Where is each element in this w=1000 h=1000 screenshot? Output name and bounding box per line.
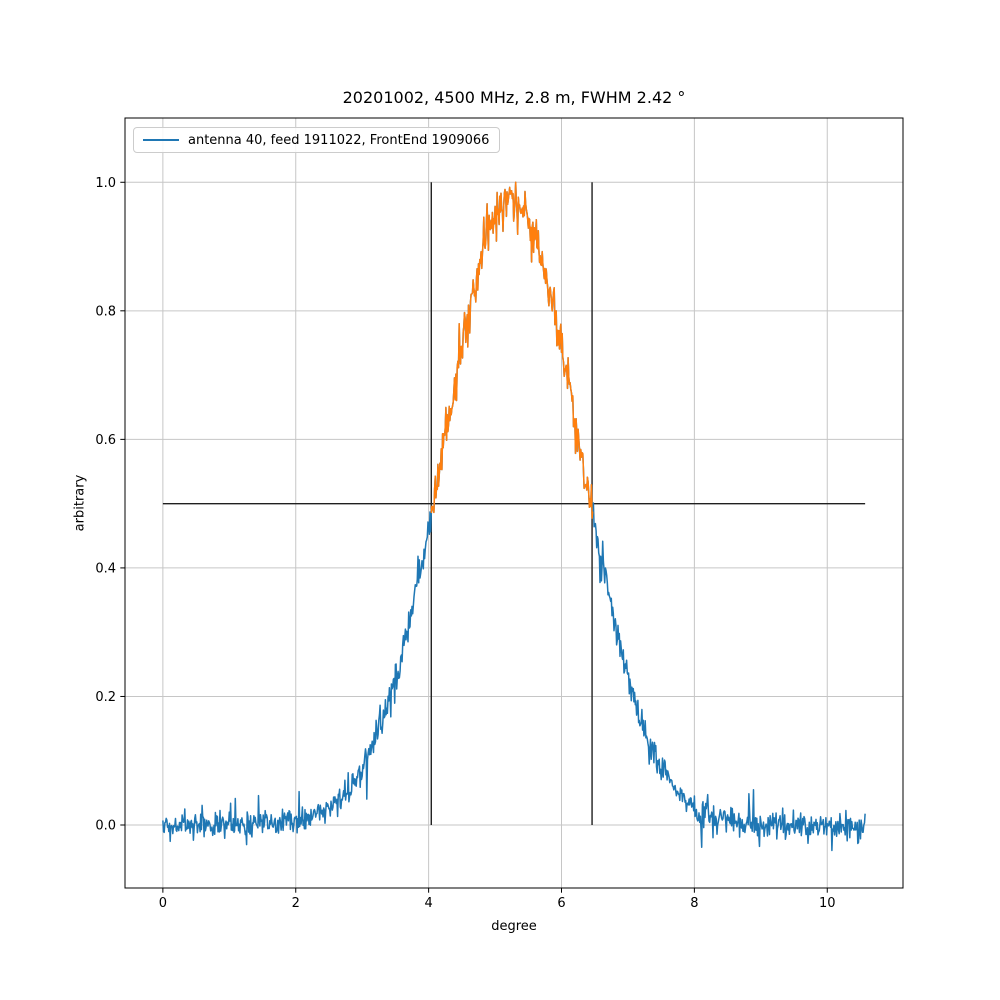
beam-curve-above-half-power bbox=[430, 181, 594, 519]
x-tick-label: 0 bbox=[159, 896, 167, 911]
y-tick-label: 0.6 bbox=[95, 433, 116, 448]
chart-title: 20201002, 4500 MHz, 2.8 m, FWHM 2.42 ° bbox=[342, 88, 686, 107]
x-tick-label: 10 bbox=[819, 896, 836, 911]
legend: antenna 40, feed 1911022, FrontEnd 19090… bbox=[133, 127, 501, 153]
x-tick-label: 6 bbox=[557, 896, 565, 911]
x-tick-label: 2 bbox=[292, 896, 300, 911]
y-axis-label: arbitrary bbox=[72, 474, 88, 532]
legend-label: antenna 40, feed 1911022, FrontEnd 19090… bbox=[188, 132, 490, 148]
x-tick-label: 8 bbox=[690, 896, 698, 911]
legend-line-sample-icon bbox=[143, 138, 179, 142]
axes-spines bbox=[124, 117, 904, 889]
y-tick-label: 1.0 bbox=[95, 176, 116, 191]
x-axis-label: degree bbox=[491, 919, 537, 934]
y-tick-label: 0.8 bbox=[95, 304, 116, 319]
y-tick-label: 0.0 bbox=[95, 819, 116, 834]
beam-curve-blue bbox=[162, 181, 866, 852]
y-tick-label: 0.4 bbox=[95, 561, 116, 576]
x-tick-label: 4 bbox=[424, 896, 432, 911]
y-tick-label: 0.2 bbox=[95, 690, 116, 705]
